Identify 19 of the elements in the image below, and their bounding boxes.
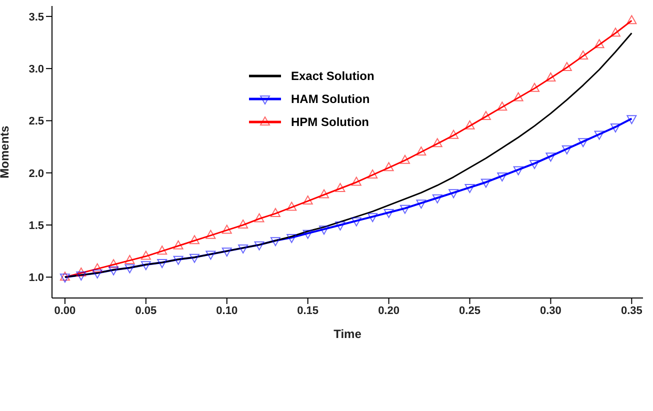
y-tick-label: 2.0 [28,168,44,180]
y-tick-label: 3.5 [28,11,44,24]
y-tick-label: 1.5 [28,220,44,232]
x-tick-label: 0.05 [135,304,157,317]
y-tick-label: 3.0 [28,63,44,76]
legend-label: HPM Solution [291,114,369,128]
x-tick-label: 0.30 [540,304,562,317]
x-tick-label: 0.10 [216,304,238,317]
x-tick-label: 0.35 [620,304,642,317]
x-tick-label: 0.15 [297,304,319,317]
x-tick-label: 0.25 [459,304,480,317]
x-tick-label: 0.20 [378,304,400,317]
y-tick-label: 1.0 [28,272,44,284]
y-axis-title: Moments [0,125,12,178]
x-axis-title: Time [334,327,362,341]
legend-label: HAM Solution [291,92,370,106]
y-tick-label: 2.5 [28,116,44,128]
legend-label: Exact Solution [291,68,374,82]
x-tick-label: 0.00 [54,304,76,317]
